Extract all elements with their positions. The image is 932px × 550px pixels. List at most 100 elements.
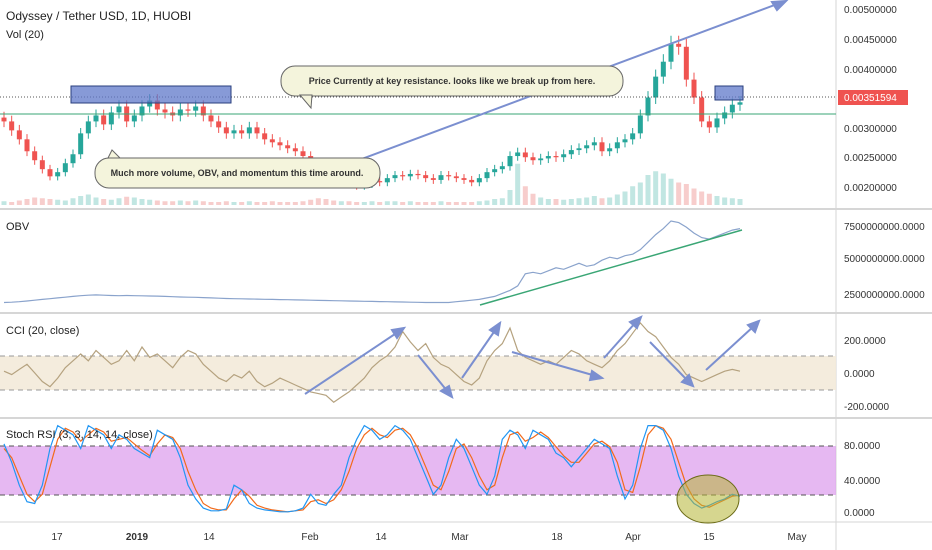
volume-bar [108,199,114,205]
candle-body [377,181,383,183]
volume-bar [599,198,605,205]
candle-body [231,130,237,134]
time-tick: 2019 [126,532,149,543]
candle-body [47,169,53,177]
volume-bar [200,201,206,205]
candle-body [699,97,705,122]
volume-bar [24,199,30,205]
volume-bar [231,202,237,205]
obv-trendline [479,229,743,306]
resistance-callout: Price Currently at key resistance. looks… [280,65,624,110]
candle-body [55,172,61,177]
candle-body [637,115,643,134]
volume-bar [346,201,352,205]
candle-body [423,175,429,179]
volume-bar [70,198,76,205]
candle-body [154,100,160,110]
candle-body [177,109,183,116]
stoch-label: Stoch RSI (3, 3, 14, 14, close) [6,429,153,441]
volume-bar [622,191,628,205]
resistance-box-left [70,85,232,104]
candle-body [545,156,551,159]
candle-body [246,127,252,134]
volume-bar [561,199,567,205]
volume-bar [729,198,735,205]
price-tick: 0.00450000 [844,35,897,46]
candle-body [16,130,22,140]
volume-bar [47,199,53,205]
volume-bar [469,202,475,205]
volume-bar [392,201,398,205]
candle-body [216,121,222,128]
stoch-tick: 0.0000 [844,508,875,519]
candle-body [676,43,682,47]
volume-bar [607,197,613,205]
volume-bar [62,200,68,205]
candle-body [208,115,214,122]
volume-bar [331,200,337,205]
volume-bar [300,201,306,205]
volume-bar [691,188,697,205]
volume-bar [530,193,536,205]
candle-body [553,156,559,158]
candle-body [407,173,413,177]
candle-body [262,133,268,140]
candle-body [561,154,567,158]
time-tick: 15 [703,532,715,543]
candle-body [461,178,467,180]
candle-body [591,142,597,146]
volume-bar [292,202,298,205]
candle-body [484,172,490,179]
volume-bar [714,196,720,205]
candle-body [39,160,45,170]
candle-body [614,142,620,149]
obv-y-axis: 7500000000.0000 5000000000.0000 25000000… [844,222,925,301]
candle-body [568,150,574,155]
volume-bar [377,202,383,205]
volume-bar [131,197,137,205]
volume-bar [262,202,268,205]
volume-bar [515,163,521,205]
candle-body [630,133,636,140]
volume-bar [154,200,160,205]
volume-bar [637,182,643,205]
candle-body [683,46,689,80]
candle-body [392,175,398,179]
volume-bar [254,202,260,205]
volume-bar [223,201,229,205]
candle-body [538,158,544,161]
volume-bar [124,196,130,205]
candle-body [607,148,613,152]
candle-body [469,179,475,183]
time-tick: 14 [203,532,215,543]
candle-body [269,139,275,143]
volume-bar [591,196,597,205]
volume-bar [676,182,682,205]
volume-bar [446,202,452,205]
obv-tick: 5000000000.0000 [844,254,925,265]
volume-bars [1,163,743,205]
candle-body [300,151,306,157]
cci-line [3,321,741,403]
stoch-tick: 80.0000 [844,441,881,452]
volume-label: Vol (20) [6,29,44,41]
volume-bar [484,200,490,205]
candle-body [446,175,452,177]
candle-body [254,127,260,134]
volume-bar [553,199,559,205]
volume-bar [683,184,689,205]
volume-bar [522,186,528,205]
candle-body [139,106,145,116]
resistance-note-text: Price Currently at key resistance. looks… [309,76,596,86]
candle-body [737,102,743,105]
candle-body [9,121,15,131]
volume-bar [85,194,91,205]
candle-body [185,109,191,111]
volume-bar [668,178,674,205]
candle-body [645,97,651,116]
volume-bar [576,198,582,205]
volume-bar [55,199,61,205]
candle-body [223,127,229,134]
volume-bar [706,193,712,205]
